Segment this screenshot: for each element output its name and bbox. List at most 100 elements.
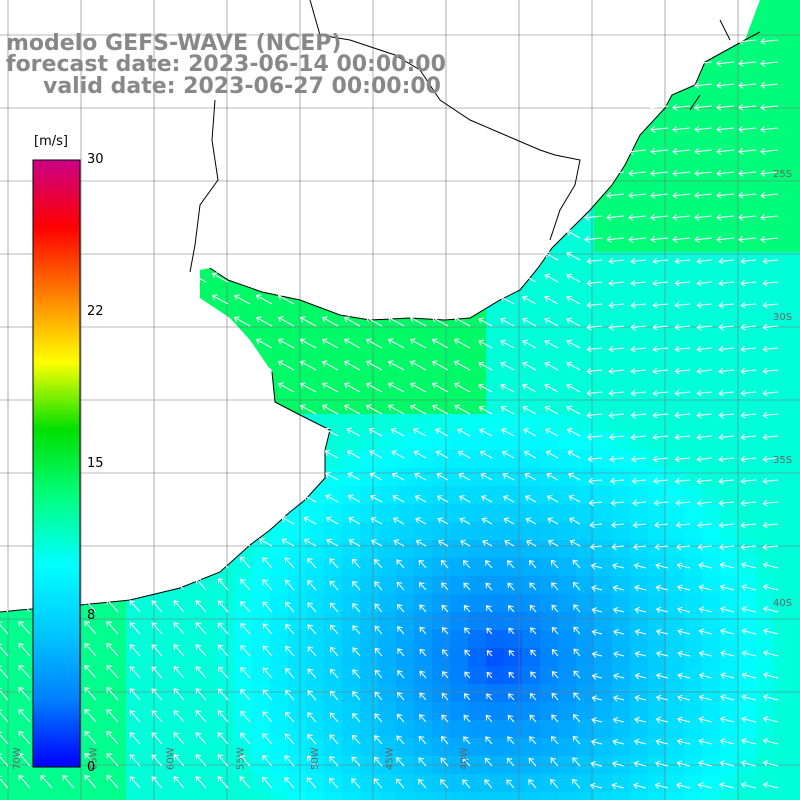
- field-cell: [594, 558, 613, 577]
- field-cell: [702, 252, 721, 271]
- wind-arrow: [285, 645, 295, 657]
- field-cell: [684, 306, 703, 325]
- wind-arrow: [343, 338, 361, 349]
- field-cell: [216, 702, 235, 721]
- field-cell: [468, 414, 487, 433]
- field-cell: [270, 756, 289, 775]
- wind-arrow: [760, 169, 779, 177]
- field-cell: [540, 450, 559, 469]
- field-cell: [756, 18, 775, 37]
- field-cell: [720, 738, 739, 757]
- wind-arrow: [343, 316, 361, 327]
- coastlines: [0, 0, 761, 613]
- field-cell: [576, 756, 595, 775]
- wind-arrow: [547, 539, 559, 547]
- field-cell: [720, 360, 739, 379]
- field-cell: [702, 162, 721, 181]
- wind-arrow: [419, 626, 427, 635]
- wind-arrow: [522, 339, 537, 349]
- wind-arrow: [343, 360, 361, 371]
- wind-arrow: [412, 428, 427, 437]
- wind-arrow: [255, 360, 273, 371]
- wind-arrow: [612, 738, 625, 746]
- field-cell: [774, 216, 793, 235]
- field-cell: [648, 306, 667, 325]
- field-cell: [180, 630, 199, 649]
- field-cell: [432, 612, 451, 631]
- wind-arrow: [195, 710, 207, 723]
- wind-arrow: [418, 757, 427, 767]
- field-cell: [0, 612, 19, 631]
- wind-arrow: [262, 645, 273, 657]
- wind-arrow: [479, 450, 493, 459]
- field-cell: [450, 738, 469, 757]
- wind-arrow: [586, 389, 603, 397]
- wind-arrow: [762, 279, 779, 287]
- field-cell: [792, 576, 800, 595]
- wind-arrow: [522, 317, 537, 327]
- field-cell: [360, 450, 379, 469]
- wind-arrow: [696, 433, 713, 441]
- field-cell: [792, 126, 800, 145]
- field-cell: [774, 288, 793, 307]
- wind-arrow: [630, 279, 647, 287]
- wind-arrow: [151, 622, 163, 635]
- field-cell: [522, 432, 541, 451]
- wind-arrow: [544, 273, 559, 283]
- field-cell: [756, 414, 775, 433]
- field-cell: [630, 756, 649, 775]
- wind-arrow: [740, 367, 757, 375]
- field-cell: [702, 612, 721, 631]
- wind-arrow: [674, 279, 691, 287]
- wind-arrow: [762, 257, 779, 265]
- field-cell: [468, 702, 487, 721]
- field-cell: [792, 414, 800, 433]
- wind-arrow: [106, 730, 119, 745]
- field-cell: [306, 684, 325, 703]
- wind-arrow: [239, 556, 251, 569]
- wind-arrow: [677, 628, 691, 636]
- field-cell: [540, 720, 559, 739]
- field-cell: [792, 666, 800, 685]
- wind-arrow: [762, 759, 779, 767]
- field-cell: [540, 414, 559, 433]
- field-cell: [360, 666, 379, 685]
- field-cell: [612, 702, 631, 721]
- field-cell: [576, 504, 595, 523]
- field-cell: [198, 684, 217, 703]
- field-cell: [612, 792, 631, 800]
- field-cell: [648, 234, 667, 253]
- wind-arrow: [676, 760, 691, 767]
- field-cell: [252, 612, 271, 631]
- wind-arrow: [612, 695, 625, 702]
- field-cell: [144, 720, 163, 739]
- field-cell: [180, 756, 199, 775]
- colorbar-tick: 0: [87, 760, 96, 775]
- field-cell: [288, 540, 307, 559]
- field-cell: [324, 342, 343, 361]
- field-cell: [216, 594, 235, 613]
- field-cell: [630, 414, 649, 433]
- field-cell: [270, 378, 289, 397]
- wind-arrow: [217, 666, 229, 679]
- wind-arrow: [650, 235, 669, 243]
- field-cell: [396, 558, 415, 577]
- field-cell: [684, 414, 703, 433]
- field-cell: [792, 540, 800, 559]
- field-cell: [216, 756, 235, 775]
- field-cell: [360, 612, 379, 631]
- field-cell: [414, 702, 433, 721]
- field-cell: [378, 684, 397, 703]
- field-cell: [648, 378, 667, 397]
- field-cell: [288, 648, 307, 667]
- field-cell: [504, 594, 523, 613]
- wind-arrow: [606, 213, 625, 221]
- wind-arrow: [501, 450, 515, 459]
- wind-arrow: [409, 338, 427, 349]
- field-cell: [630, 270, 649, 289]
- field-cell: [432, 792, 451, 800]
- wind-arrow: [586, 279, 603, 287]
- field-cell: [576, 648, 595, 667]
- field-cell: [576, 630, 595, 649]
